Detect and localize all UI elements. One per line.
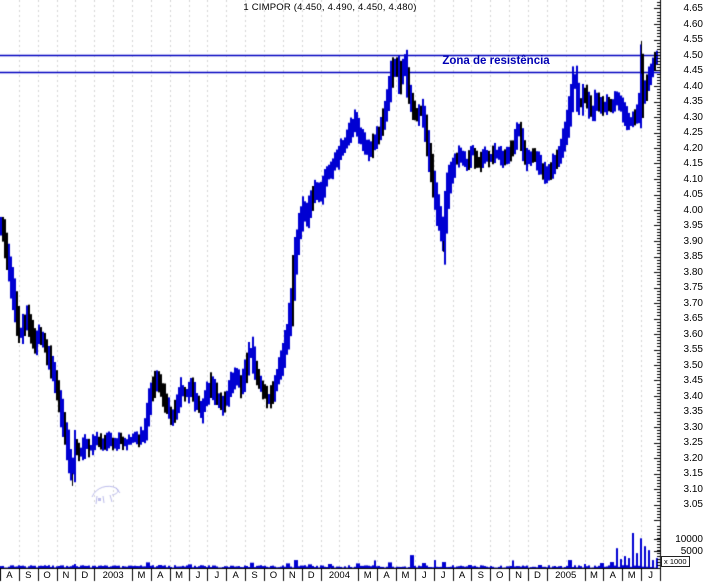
month-tick-label: M xyxy=(401,570,410,581)
month-tick-label: A xyxy=(458,570,466,581)
month-tick-label: A xyxy=(383,570,390,581)
month-tick-label: J xyxy=(195,570,201,581)
price-tick-label: 3.55 xyxy=(683,344,703,355)
price-tick-label: 3.40 xyxy=(683,390,703,402)
price-tick-label: 3.10 xyxy=(683,483,703,495)
price-tick-label: 3.35 xyxy=(683,406,703,417)
resistance-zone-label: Zona de resistência xyxy=(442,55,550,67)
price-tick-label: 3.90 xyxy=(683,235,703,247)
price-tick-label: 4.10 xyxy=(683,173,703,185)
price-tick-label: 3.85 xyxy=(683,251,703,262)
price-tick-label: 3.50 xyxy=(683,359,703,371)
price-tick-label: 4.15 xyxy=(683,158,703,169)
month-tick-label: D xyxy=(81,570,89,581)
month-tick-label: O xyxy=(496,570,504,581)
volume-multiplier-badge: x 1000 xyxy=(661,556,690,567)
price-tick-label: 4.30 xyxy=(683,111,703,123)
price-tick-label: 4.60 xyxy=(683,18,703,30)
price-tick-label: 3.80 xyxy=(683,266,703,278)
month-tick-label: 2005 xyxy=(555,570,577,581)
price-tick-label: 3.60 xyxy=(683,328,703,340)
month-tick-label: 2003 xyxy=(102,570,124,581)
month-tick-label: J xyxy=(648,570,653,581)
price-tick-label: 3.95 xyxy=(683,220,703,231)
month-tick-label: J xyxy=(440,570,446,581)
month-tick-label: M xyxy=(590,570,598,581)
month-tick-label: 2004 xyxy=(328,570,350,581)
price-tick-label: 4.25 xyxy=(683,127,703,138)
chart-title: 1 CIMPOR (4.450, 4.490, 4.450, 4.480) xyxy=(243,2,417,13)
month-tick-label: J xyxy=(421,570,427,581)
month-tick-label: N xyxy=(288,570,296,581)
price-tick-label: 4.05 xyxy=(683,189,703,200)
price-tick-label: 3.25 xyxy=(683,437,703,448)
month-tick-label: A xyxy=(157,570,164,581)
month-tick-label: D xyxy=(307,570,315,581)
month-tick-label: A xyxy=(609,570,617,581)
price-tick-label: 3.05 xyxy=(683,499,703,510)
price-tick-label: 3.30 xyxy=(683,421,703,433)
price-tick-label: 3.20 xyxy=(683,452,703,464)
month-tick-label: J xyxy=(214,570,220,581)
price-tick-label: 3.75 xyxy=(683,282,703,293)
price-tick-label: 4.00 xyxy=(683,204,703,216)
volume-tick-label: 5000 xyxy=(680,545,703,557)
month-tick-label: S xyxy=(477,570,485,581)
month-tick-label: M xyxy=(363,570,372,581)
month-tick-label: M xyxy=(627,570,636,581)
price-tick-label: 4.55 xyxy=(683,34,703,45)
price-tick-label: 4.45 xyxy=(683,65,703,76)
price-tick-label: 4.50 xyxy=(683,49,703,61)
month-tick-label: M xyxy=(137,570,146,581)
price-tick-label: 4.40 xyxy=(683,80,703,92)
month-tick-label: D xyxy=(533,570,541,581)
month-tick-label: A xyxy=(232,570,239,581)
month-tick-label: S xyxy=(25,570,32,581)
month-tick-label: M xyxy=(175,570,184,581)
price-tick-label: 3.70 xyxy=(683,297,703,309)
price-tick-label: 3.45 xyxy=(683,375,703,386)
volume-tick-label: 10000 xyxy=(675,533,703,545)
month-tick-label: O xyxy=(43,570,51,581)
price-tick-label: 4.35 xyxy=(683,96,703,107)
month-tick-label: O xyxy=(269,570,278,581)
month-tick-label: A xyxy=(6,570,13,581)
month-tick-label: N xyxy=(62,570,70,581)
price-tick-label: 3.65 xyxy=(683,313,703,324)
month-tick-label: N xyxy=(515,570,522,581)
month-tick-label: S xyxy=(251,570,258,581)
price-tick-label: 4.65 xyxy=(683,3,703,14)
price-tick-label: 3.15 xyxy=(683,468,703,479)
price-tick-label: 4.20 xyxy=(683,142,703,154)
